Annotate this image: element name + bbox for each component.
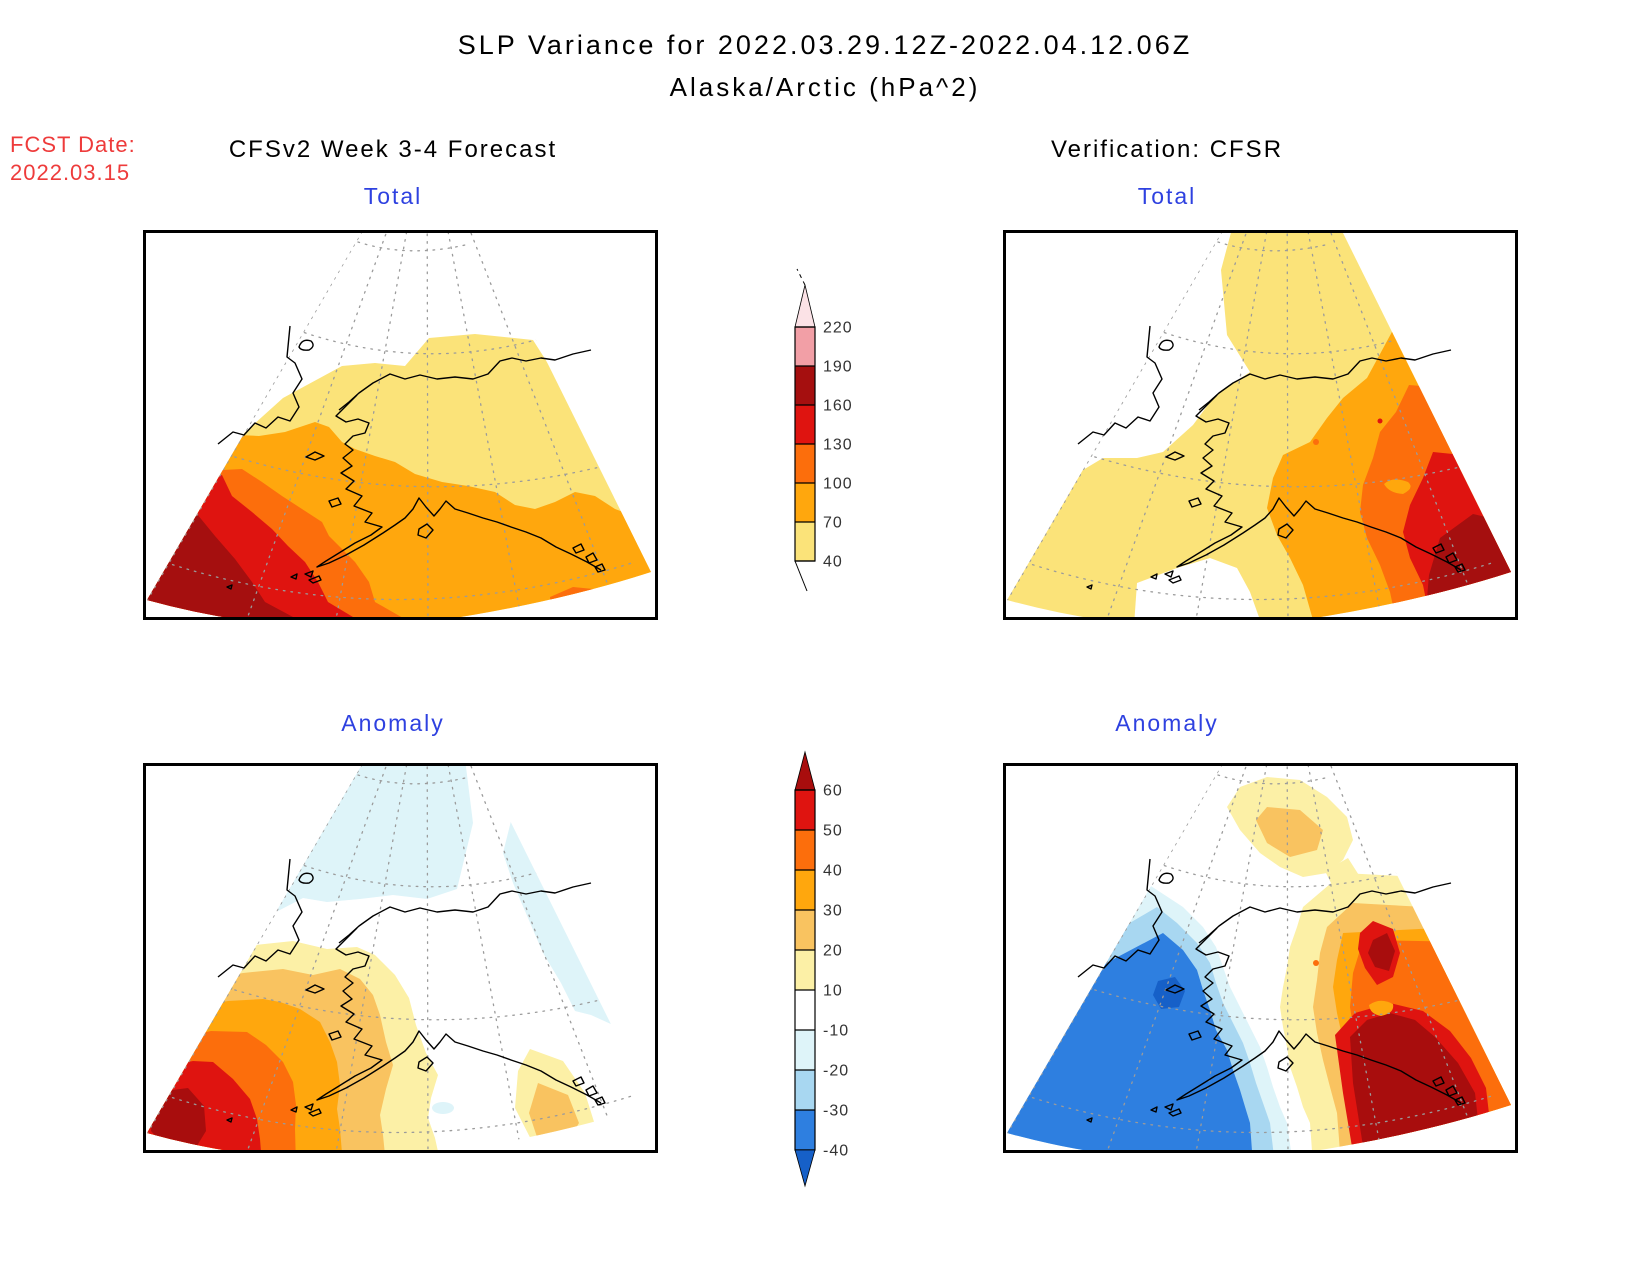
map-frame [1003,763,1518,1153]
panel-title-verification-total: Total [1137,183,1197,209]
colorbar-band [795,1110,815,1150]
map-forecast-total [143,230,658,620]
map-frame [143,230,658,620]
colorbar-band [795,1070,815,1110]
colorbar-tick-label: 220 [823,320,853,337]
colorbar-total: 220 190 160 130 100 70 40 [794,268,853,592]
map-verification-total [1003,230,1518,620]
colorbar-band [795,444,815,483]
colorbar-tick-label: 100 [823,476,853,493]
column-header-forecast: CFSv2 Week 3-4 Forecast [228,136,558,163]
colorbar-tick-label: 60 [823,783,843,800]
colorbar-below-range-cap [794,1149,816,1188]
colorbar-band [795,830,815,870]
colorbar-band [795,790,815,830]
colorbar-tick-label: 130 [823,437,853,454]
map-forecast-anomaly [143,763,658,1153]
colorbar-above-range-cap [794,284,816,328]
colorbar-tick-label: -20 [823,1063,849,1080]
colorbar-tick-label: 40 [823,863,843,880]
colorbar-tick-label: 190 [823,359,853,376]
colorbar-tick-label: 40 [823,554,843,571]
colorbar-band [795,522,815,561]
colorbar-tick-label: 70 [823,515,843,532]
colorbar-band [795,1030,815,1070]
colorbar-tick-label: -40 [823,1143,849,1160]
figure-title: SLP Variance for 2022.03.29.12Z-2022.04.… [457,30,1193,60]
fcst-date: FCST Date: 2022.03.15 [10,131,136,187]
colorbar-band [795,910,815,950]
colorbar-tick-label: 160 [823,398,853,415]
colorbar-tick-label: -30 [823,1103,849,1120]
colorbar-above-range-cap [794,750,816,791]
colorbar-band [795,483,815,522]
colorbar-axis-dash [796,268,806,286]
colorbar-band [795,870,815,910]
panel-title-forecast-total: Total [363,183,423,209]
colorbar-band [795,950,815,990]
figure-subtitle: Alaska/Arctic (hPa^2) [669,72,981,102]
colorbar-band [795,327,815,366]
colorbar-band [795,990,815,1030]
colorbar-tick-label: 10 [823,983,843,1000]
colorbar-tick-label: 20 [823,943,843,960]
colorbar-tick-label: 30 [823,903,843,920]
column-header-verification: Verification: CFSR [1050,136,1284,163]
map-frame [1003,230,1518,620]
panel-title-forecast-anomaly: Anomaly [341,710,445,736]
map-frame [143,763,658,1153]
panel-title-verification-anomaly: Anomaly [1115,710,1219,736]
fcst-date-value: 2022.03.15 [10,160,131,185]
map-verification-anomaly [1003,763,1518,1153]
colorbar-band [795,405,815,444]
colorbar-anomaly: 60 50 40 30 20 10 -10 -20 -30 -40 [794,750,849,1188]
colorbar-below-range-edge [794,560,808,592]
colorbar-tick-label: 50 [823,823,843,840]
colorbar-tick-label: -10 [823,1023,849,1040]
colorbar-band [795,366,815,405]
fcst-date-label: FCST Date: [10,132,136,157]
